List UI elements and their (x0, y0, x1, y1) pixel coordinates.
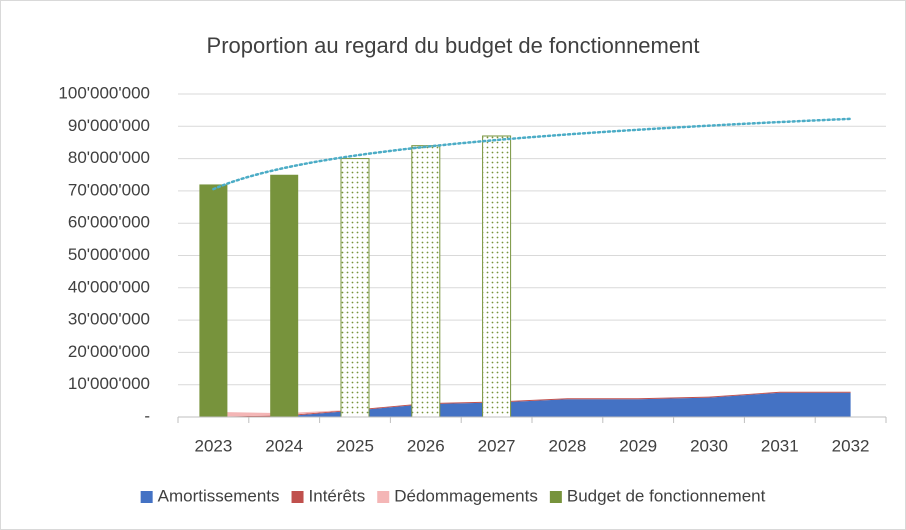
x-tick-label: 2026 (407, 436, 445, 455)
legend-label: Amortissements (158, 486, 280, 505)
legend-swatch (549, 491, 562, 503)
trendline (212, 117, 852, 191)
legend-swatch (140, 491, 153, 503)
legend-swatch (291, 491, 304, 503)
legend-swatch (377, 491, 390, 503)
bar (270, 174, 299, 417)
x-tick-label: 2031 (761, 436, 799, 455)
x-tick-label: 2032 (832, 436, 870, 455)
bar (482, 135, 512, 418)
legend-label: Dédommagements (394, 486, 538, 505)
bar (199, 184, 228, 417)
x-tick-label: 2030 (690, 436, 728, 455)
y-tick-label: 30'000'000 (68, 310, 150, 329)
x-tick-label: 2027 (478, 436, 516, 455)
bar (340, 158, 370, 418)
legend-label: Intérêts (309, 486, 366, 505)
x-tick-label: 2023 (194, 436, 232, 455)
y-tick-label: 10'000'000 (68, 374, 150, 393)
y-tick-label: 80'000'000 (68, 148, 150, 167)
x-tick-label: 2029 (619, 436, 657, 455)
legend-label: Budget de fonctionnement (567, 486, 766, 505)
y-tick-label: 70'000'000 (68, 180, 150, 199)
y-tick-label: - (144, 406, 150, 425)
x-tick-label: 2028 (548, 436, 586, 455)
bar (411, 145, 441, 418)
x-tick-label: 2025 (336, 436, 374, 455)
area (213, 392, 851, 417)
y-tick-label: 90'000'000 (68, 116, 150, 135)
y-tick-label: 60'000'000 (68, 213, 150, 232)
y-tick-label: 20'000'000 (68, 342, 150, 361)
y-tick-label: 100'000'000 (58, 83, 150, 102)
chart-title: Proportion au regard du budget de foncti… (207, 33, 700, 58)
x-tick-label: 2024 (265, 436, 303, 455)
y-tick-label: 40'000'000 (68, 277, 150, 296)
y-tick-label: 50'000'000 (68, 245, 150, 264)
legend: Amortissements Intérêts Dédommagements Budg… (140, 486, 766, 505)
